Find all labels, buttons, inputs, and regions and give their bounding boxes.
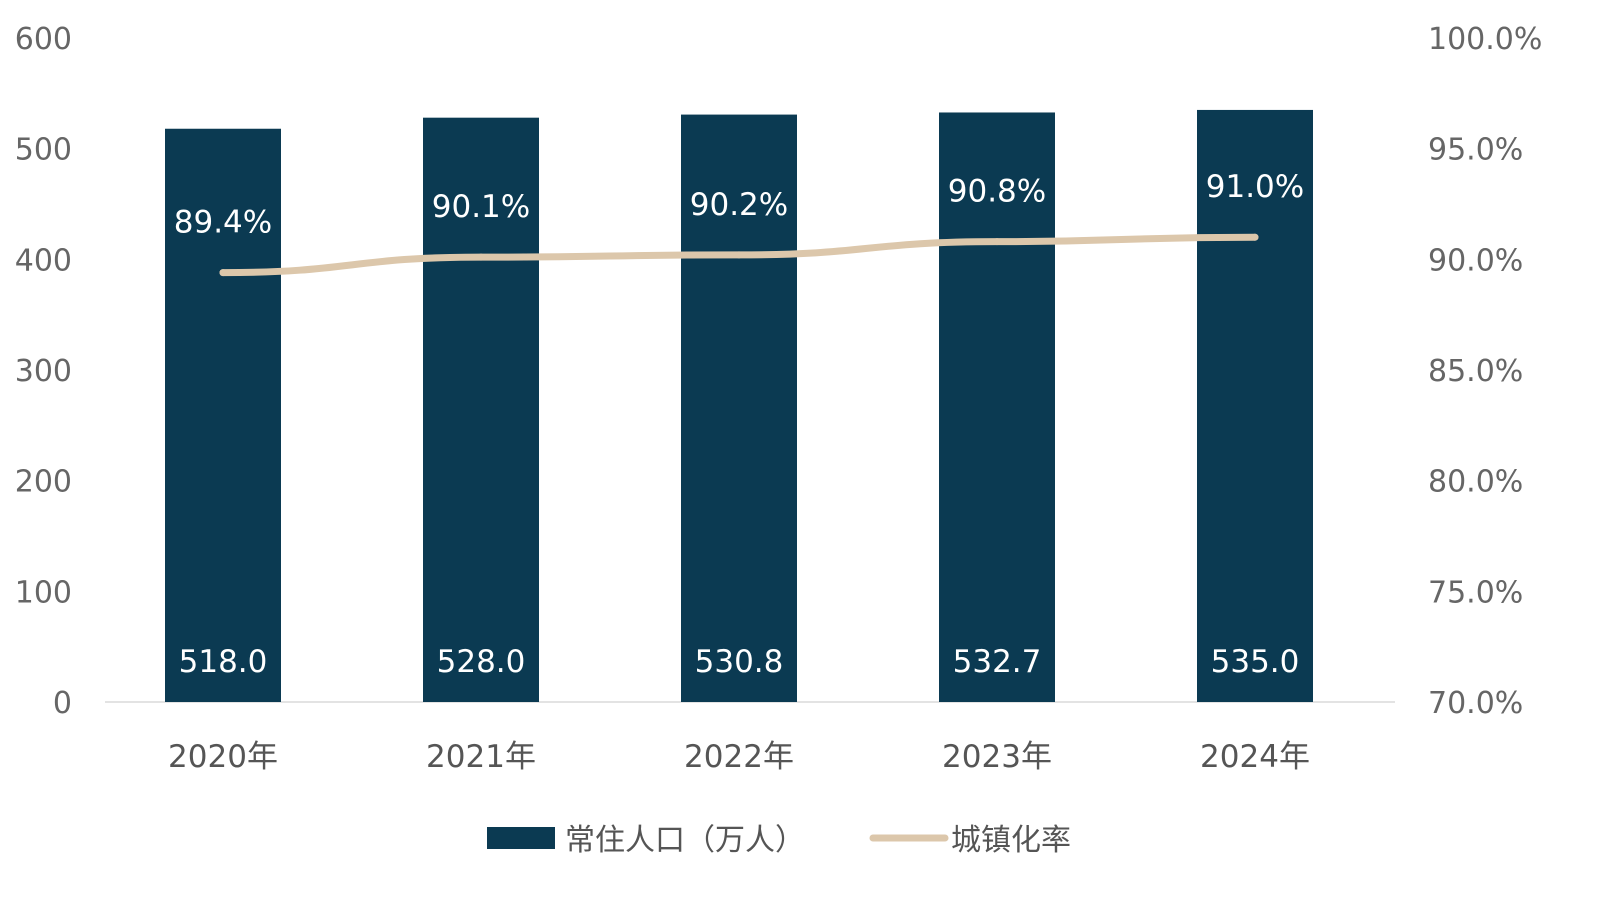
line-value-label: 91.0%	[1206, 169, 1304, 205]
x-tick-label: 2023年	[942, 739, 1052, 775]
line-point	[993, 238, 1001, 246]
bar	[681, 114, 797, 702]
x-tick-label: 2022年	[684, 739, 794, 775]
left-tick-label: 300	[15, 354, 72, 389]
left-tick-label: 0	[53, 686, 72, 721]
x-tick-label: 2024年	[1200, 739, 1310, 775]
right-tick-label: 75.0%	[1428, 575, 1523, 610]
x-tick-label: 2020年	[168, 739, 278, 775]
bar-value-label: 518.0	[179, 644, 268, 680]
left-tick-label: 500	[15, 133, 72, 168]
legend: 常住人口（万人） 城镇化率	[487, 823, 1071, 858]
left-tick-label: 200	[15, 465, 72, 500]
line-value-label: 90.1%	[432, 189, 530, 225]
bar-value-label: 535.0	[1211, 644, 1300, 680]
left-axis-ticks: 0 100 200 300 400 500 600	[15, 22, 72, 721]
right-tick-label: 90.0%	[1428, 243, 1523, 278]
right-tick-label: 100.0%	[1428, 22, 1542, 57]
x-axis-ticks: 2020年 2021年 2022年 2023年 2024年	[168, 739, 1310, 775]
legend-bar-label: 常住人口（万人）	[565, 823, 805, 858]
line-point	[219, 269, 227, 277]
line-value-label: 90.2%	[690, 187, 788, 223]
bar	[939, 112, 1055, 703]
line-value-label: 89.4%	[174, 205, 272, 241]
line-value-label: 90.8%	[948, 174, 1046, 210]
bar	[423, 117, 539, 703]
right-tick-label: 80.0%	[1428, 465, 1523, 500]
left-tick-label: 100	[15, 575, 72, 610]
x-tick-label: 2021年	[426, 739, 536, 775]
right-tick-label: 70.0%	[1428, 686, 1523, 721]
legend-line-label: 城镇化率	[951, 823, 1071, 858]
bar-series: 518.0 528.0 530.8 532.7 535.0	[165, 109, 1313, 703]
line-series: 89.4% 90.1% 90.2% 90.8% 91.0%	[174, 169, 1304, 277]
bar	[165, 128, 281, 702]
right-tick-label: 85.0%	[1428, 354, 1523, 389]
bar	[1197, 109, 1313, 702]
right-axis-ticks: 70.0% 75.0% 80.0% 85.0% 90.0% 95.0% 100.0%	[1428, 22, 1542, 721]
left-tick-label: 400	[15, 243, 72, 278]
legend-bar-swatch	[487, 827, 555, 849]
right-tick-label: 95.0%	[1428, 133, 1523, 168]
left-tick-label: 600	[15, 22, 72, 57]
line-point	[477, 253, 485, 261]
line-point	[735, 251, 743, 259]
line-point	[1251, 233, 1259, 241]
bar-value-label: 532.7	[953, 644, 1042, 680]
bar-value-label: 530.8	[695, 644, 784, 680]
bar-value-label: 528.0	[437, 644, 526, 680]
